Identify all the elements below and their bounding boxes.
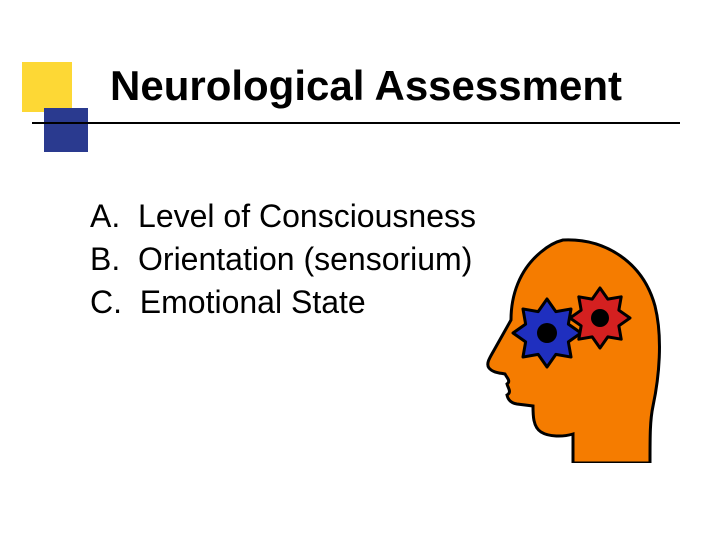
head-silhouette xyxy=(488,240,660,463)
list-item: C. Emotional State xyxy=(90,281,476,324)
decor-yellow-square xyxy=(22,62,72,112)
list-text: Level of Consciousness xyxy=(138,198,476,234)
list-text: Emotional State xyxy=(140,284,366,320)
list-marker: B. xyxy=(90,241,120,277)
list-marker: C. xyxy=(90,284,122,320)
list-item: A. Level of Consciousness xyxy=(90,195,476,238)
list-item: B. Orientation (sensorium) xyxy=(90,238,476,281)
decor-blue-square xyxy=(44,108,88,152)
list-text: Orientation (sensorium) xyxy=(138,241,472,277)
slide-title: Neurological Assessment xyxy=(110,62,622,110)
head-gears-illustration xyxy=(445,228,670,463)
gear-blue-icon-hub xyxy=(537,323,557,343)
gear-red-icon-hub xyxy=(591,309,609,327)
assessment-list: A. Level of Consciousness B. Orientation… xyxy=(90,195,476,325)
list-marker: A. xyxy=(90,198,120,234)
title-underline xyxy=(32,122,680,124)
